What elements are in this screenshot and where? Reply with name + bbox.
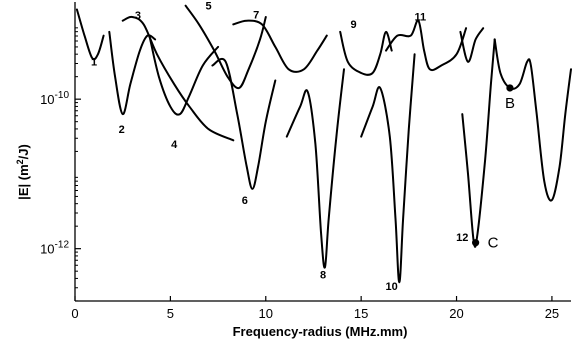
x-tick-label: 5: [167, 306, 174, 321]
mode-curve-14: [493, 38, 572, 202]
x-tick-label: 25: [545, 306, 559, 321]
y-axis-title-tail: /J): [16, 144, 31, 159]
mode-curve-8: [285, 68, 345, 269]
mode-label-2: 2: [119, 124, 125, 136]
mode-curve-7: [232, 19, 328, 73]
point-marker-B: [506, 84, 514, 92]
mode-curve-5: [184, 4, 267, 90]
y-tick-label: 10-12: [40, 240, 69, 257]
x-tick-label: 0: [71, 306, 78, 321]
mode-curve-6: [211, 57, 277, 190]
x-tick-label: 10: [259, 306, 273, 321]
tick-layer: 0 5 10 15 20 25 10-12 10-10: [40, 27, 559, 321]
x-axis-title: Frequency-radius (MHz.mm): [233, 324, 408, 339]
mode-label-1: 1: [91, 57, 97, 69]
x-tick-label: 20: [449, 306, 463, 321]
mode-label-3: 3: [135, 10, 141, 22]
mode-label-10: 10: [386, 281, 398, 293]
mode-curve-1: [75, 8, 105, 61]
mode-curve-10: [360, 53, 416, 284]
mode-curve-2: [108, 30, 157, 116]
mode-label-6: 6: [242, 195, 248, 207]
mode-curve-9: [339, 30, 393, 76]
mode-curve-12: [459, 27, 485, 63]
y-axis-title-main: |E| (m: [16, 164, 31, 199]
mode-label-8: 8: [320, 270, 326, 282]
y-axis-title-sup: 2: [15, 159, 25, 164]
x-tick-label: 15: [354, 306, 368, 321]
point-marker-C: [472, 239, 480, 247]
mode-curve-11: [385, 19, 468, 72]
mode-curve-13: [461, 38, 496, 248]
mode-curve-4: [148, 34, 220, 116]
point-label-B: B: [505, 95, 515, 112]
y-axis-title: |E| (m2/J): [15, 144, 31, 200]
mode-label-12: 12: [456, 232, 468, 244]
mode-label-7: 7: [253, 9, 259, 21]
mode-label-9: 9: [350, 19, 356, 31]
point-label-C: C: [488, 235, 499, 252]
mode-label-5: 5: [205, 0, 211, 12]
mode-label-11: 11: [414, 12, 426, 24]
plot-curves: [75, 4, 572, 284]
y-tick-label: 10-10: [40, 90, 69, 107]
mode-label-4: 4: [171, 139, 178, 151]
mode-curve-3: [121, 15, 235, 142]
